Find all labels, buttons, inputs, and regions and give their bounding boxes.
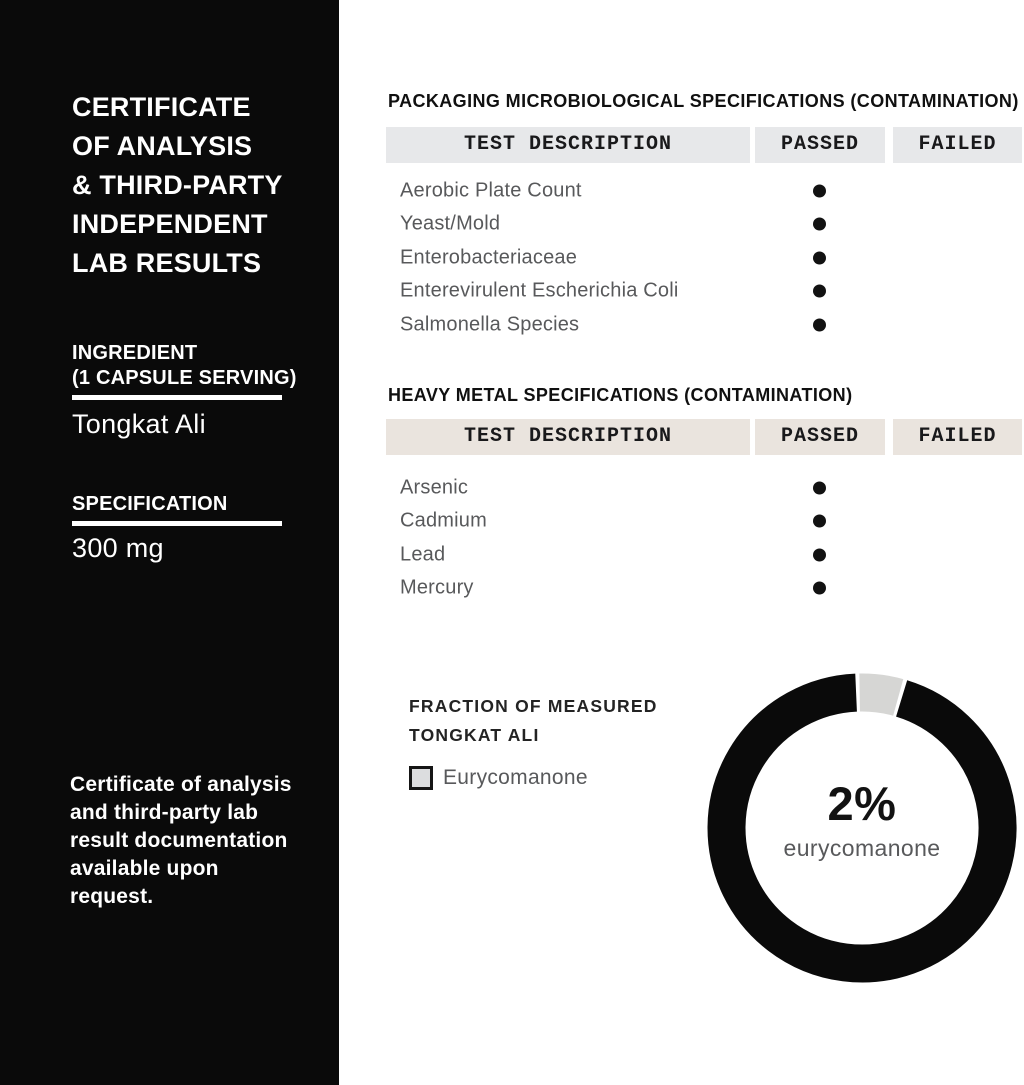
divider <box>72 395 282 400</box>
donut-eurycomanone-arc <box>859 673 904 716</box>
table2-title: HEAVY METAL SPECIFICATIONS (CONTAMINATIO… <box>388 385 853 405</box>
test-description: Mercury <box>400 576 474 599</box>
table-row: Yeast/Mold <box>386 208 1022 242</box>
table1-header: TEST DESCRIPTION PASSED FAILED <box>386 127 1022 163</box>
footnote: Certificate of analysis and third-party … <box>70 773 292 908</box>
ingredient-label: INGREDIENT (1 CAPSULE SERVING) <box>72 342 297 389</box>
passed-dot <box>813 284 826 298</box>
table-row: Enterobacteriaceae <box>386 241 1022 275</box>
specification-label: SPECIFICATION <box>72 493 228 515</box>
donut-chart <box>707 673 1017 983</box>
table2-header: TEST DESCRIPTION PASSED FAILED <box>386 419 1022 455</box>
table1-title: PACKAGING MICROBIOLOGICAL SPECIFICATIONS… <box>388 91 1019 111</box>
test-description: Enterevirulent Escherichia Coli <box>400 279 679 302</box>
passed-dot <box>813 217 826 231</box>
column-header-failed: FAILED <box>893 127 1022 163</box>
donut-center-label: 2% eurycomanone <box>762 780 962 862</box>
passed-dot <box>813 481 826 495</box>
donut-sublabel: eurycomanone <box>783 835 941 861</box>
column-header-passed: PASSED <box>755 127 885 163</box>
ingredient-value: Tongkat Ali <box>72 409 206 439</box>
table1-rows: Aerobic Plate Count Yeast/Mold Enterobacte… <box>386 174 1022 342</box>
table-row: Aerobic Plate Count <box>386 174 1022 208</box>
table-row: Salmonella Species <box>386 308 1022 342</box>
table2-rows: Arsenic Cadmium Lead Mercury <box>386 471 1022 605</box>
table-row: Mercury <box>386 572 1022 606</box>
passed-dot <box>813 514 826 528</box>
column-header-passed: PASSED <box>755 419 885 455</box>
table-row: Lead <box>386 538 1022 572</box>
test-description: Aerobic Plate Count <box>400 179 582 202</box>
sidebar: CERTIFICATE OF ANALYSIS & THIRD-PARTY IN… <box>0 0 339 1085</box>
eurycomanone-legend-swatch <box>409 766 433 790</box>
passed-dot <box>813 548 826 562</box>
test-description: Cadmium <box>400 509 487 532</box>
test-description: Enterobacteriaceae <box>400 246 578 269</box>
eurycomanone-legend-label: Eurycomanone <box>443 766 588 789</box>
specification-value: 300 mg <box>72 533 164 563</box>
column-header-failed: FAILED <box>893 419 1022 455</box>
column-header-test-description: TEST DESCRIPTION <box>386 419 750 455</box>
divider <box>72 521 282 526</box>
test-description: Lead <box>400 543 446 566</box>
test-description: Salmonella Species <box>400 313 580 336</box>
page-title: CERTIFICATE OF ANALYSIS & THIRD-PARTY IN… <box>72 92 283 278</box>
passed-dot <box>813 581 826 595</box>
column-header-test-description: TEST DESCRIPTION <box>386 127 750 163</box>
table-row: Enterevirulent Escherichia Coli <box>386 275 1022 309</box>
donut-percent: 2% <box>827 777 897 830</box>
passed-dot <box>813 318 826 332</box>
donut-remainder-arc <box>707 673 1017 983</box>
passed-dot <box>813 184 826 198</box>
chart-legend: Eurycomanone <box>409 766 588 790</box>
table-row: Arsenic <box>386 471 1022 505</box>
chart-title: FRACTION OF MEASURED TONGKAT ALI <box>409 696 658 745</box>
passed-dot <box>813 251 826 265</box>
test-description: Arsenic <box>400 476 469 499</box>
table-row: Cadmium <box>386 505 1022 539</box>
test-description: Yeast/Mold <box>400 212 501 235</box>
